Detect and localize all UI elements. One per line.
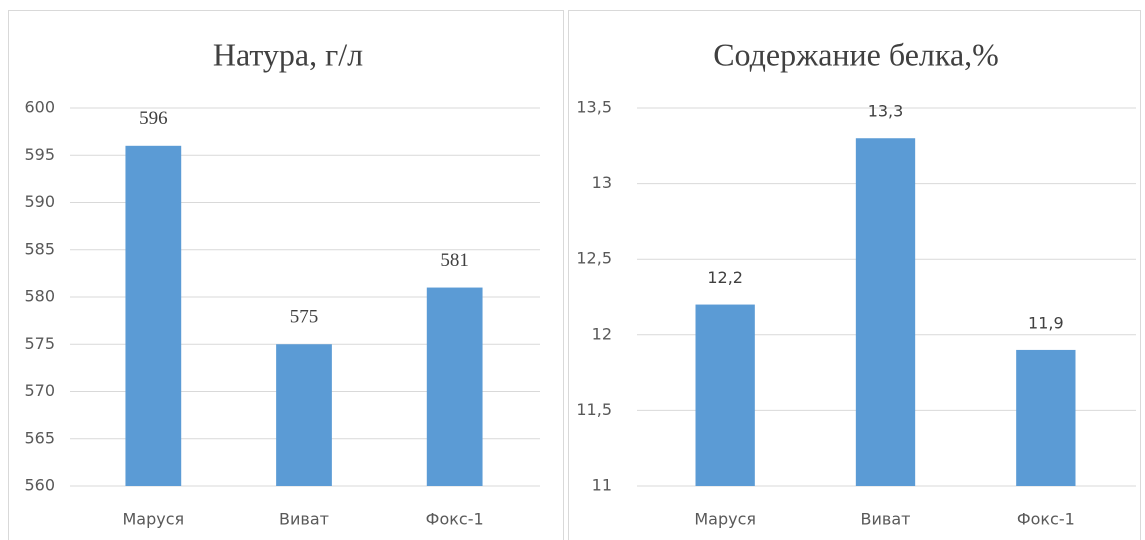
y-tick-label: 585 — [24, 239, 55, 258]
y-tick-label: 13 — [592, 173, 612, 192]
bar — [426, 287, 483, 486]
x-tick-label: Виват — [861, 510, 911, 529]
bar — [1016, 349, 1076, 486]
x-tick-label: Фокс-1 — [426, 510, 484, 529]
bar — [276, 344, 332, 486]
y-tick-label: 570 — [24, 381, 55, 400]
data-label: 12,2 — [707, 268, 743, 287]
data-label: 575 — [290, 307, 319, 328]
y-tick-label: 590 — [24, 192, 55, 211]
chart-title: Содержание белка,% — [713, 36, 999, 72]
x-tick-label: Маруся — [123, 510, 185, 529]
bar — [695, 304, 755, 486]
y-tick-label: 13,5 — [576, 98, 612, 117]
x-tick-label: Фокс-1 — [1017, 510, 1075, 529]
y-tick-label: 12,5 — [576, 249, 612, 268]
y-tick-label: 600 — [24, 98, 55, 117]
y-tick-label: 11 — [592, 476, 612, 495]
chart-title: Натура, г/л — [213, 36, 363, 72]
data-label: 11,9 — [1028, 313, 1064, 332]
data-label: 581 — [440, 250, 469, 271]
y-tick-label: 565 — [24, 428, 55, 447]
x-tick-label: Виват — [279, 510, 329, 529]
data-label: 13,3 — [868, 102, 904, 121]
bar — [125, 145, 182, 487]
x-tick-label: Маруся — [694, 510, 756, 529]
y-tick-label: 580 — [24, 287, 55, 306]
data-label: 596 — [139, 108, 168, 129]
y-tick-label: 12 — [592, 324, 612, 343]
y-tick-label: 575 — [24, 334, 55, 353]
bar — [855, 138, 916, 487]
y-tick-label: 11,5 — [576, 400, 612, 419]
y-tick-label: 595 — [24, 145, 55, 164]
y-tick-label: 560 — [24, 476, 55, 495]
